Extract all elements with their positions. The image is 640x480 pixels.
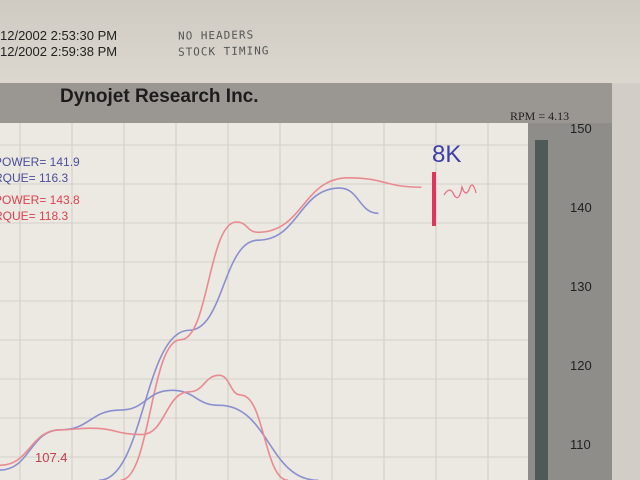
series-line-0 xyxy=(98,187,379,480)
timestamp-2: 12/2002 2:59:38 PM xyxy=(0,44,118,59)
y-tick-label: 120 xyxy=(570,358,592,373)
paper-top xyxy=(0,0,640,85)
y-tick-label: 150 xyxy=(570,121,592,136)
series-line-1 xyxy=(120,176,422,480)
rpm-label: RPM = 4.13 xyxy=(510,109,570,123)
handwritten-squiggle xyxy=(443,184,477,199)
y-tick-label: 140 xyxy=(570,200,592,215)
paper-edge xyxy=(612,83,640,480)
legend-torque-2: RQUE= 118.3 xyxy=(0,209,69,223)
legend-power-1: POWER= 141.9 xyxy=(0,155,80,169)
brand-title: Dynojet Research Inc. xyxy=(60,86,259,107)
y-tick-label: 110 xyxy=(570,437,591,452)
point-label: 107.4 xyxy=(35,450,68,465)
legend-power-2: POWER= 143.8 xyxy=(0,193,80,207)
legend-torque-1: RQUE= 116.3 xyxy=(0,171,69,185)
timestamp-1: 12/2002 2:53:30 PM xyxy=(0,28,118,43)
axis-bar xyxy=(535,140,548,480)
y-tick-label: 130 xyxy=(570,279,592,294)
series-line-3 xyxy=(0,374,289,480)
header-band xyxy=(0,83,612,123)
handwritten-8k: 8K xyxy=(432,141,461,168)
